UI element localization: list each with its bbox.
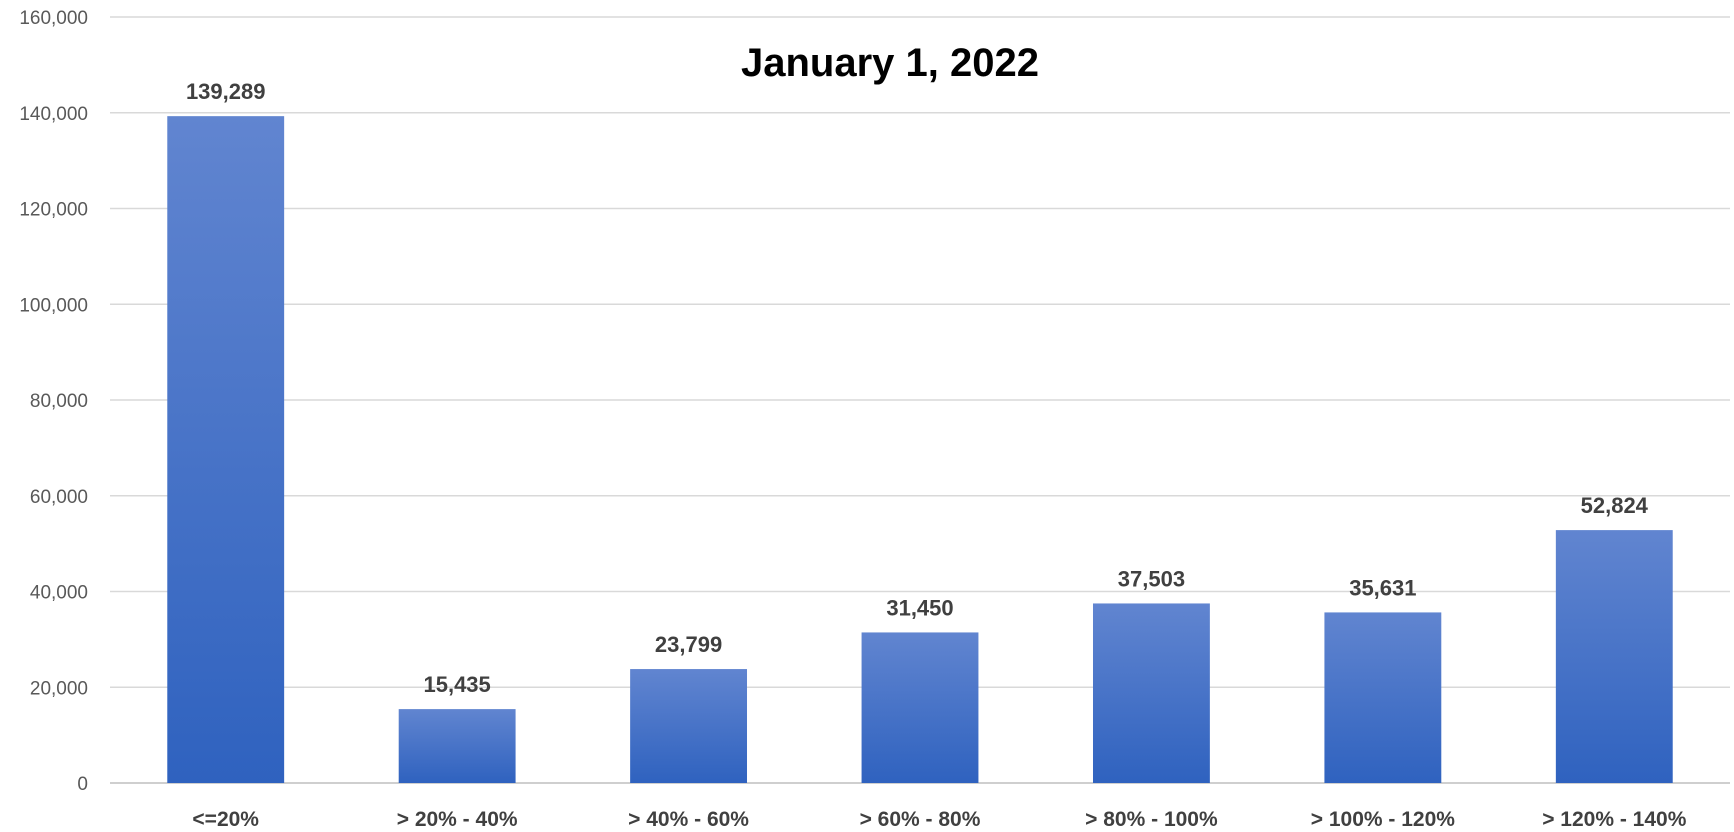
x-category-label: > 20% - 40% (397, 808, 518, 831)
x-category-label: > 60% - 80% (860, 808, 981, 831)
bars (167, 116, 1673, 783)
x-category-label: > 80% - 100% (1085, 808, 1218, 831)
y-tick-label: 80,000 (30, 391, 88, 412)
data-label: 31,450 (886, 595, 953, 620)
gridlines (110, 16, 1730, 784)
x-category-label: <=20% (192, 808, 259, 831)
bar (1092, 603, 1210, 783)
data-label: 23,799 (655, 632, 722, 657)
bar (398, 709, 516, 783)
bar (1324, 612, 1442, 783)
y-tick-label: 120,000 (19, 200, 88, 221)
x-category-label: > 40% - 60% (628, 808, 749, 831)
bar (167, 116, 285, 783)
y-axis-tick-labels: 0 20,000 40,000 60,000 80,000 100,000 120,000 1… (19, 8, 88, 795)
x-category-label: > 120% - 140% (1542, 808, 1687, 831)
data-labels: 139,289 15,435 23,799 31,450 37,503 35,631 52,… (186, 79, 1649, 697)
y-tick-label: 100,000 (19, 295, 88, 316)
y-tick-label: 140,000 (19, 104, 88, 125)
data-label: 37,503 (1118, 566, 1185, 591)
data-label: 139,289 (186, 79, 266, 104)
y-tick-label: 0 (77, 774, 88, 795)
y-tick-label: 60,000 (30, 487, 88, 508)
y-tick-label: 160,000 (19, 8, 88, 29)
chart-title: January 1, 2022 (741, 41, 1039, 85)
y-tick-label: 40,000 (30, 583, 88, 604)
x-axis-category-labels: <=20% > 20% - 40% > 40% - 60% > 60% - 80% > … (192, 808, 1686, 831)
data-label: 15,435 (423, 672, 490, 697)
y-tick-label: 20,000 (30, 678, 88, 699)
bar (861, 632, 979, 783)
data-label: 52,824 (1581, 493, 1649, 518)
x-category-label: > 100% - 120% (1311, 808, 1456, 831)
data-label: 35,631 (1349, 575, 1416, 600)
bar (1555, 530, 1673, 783)
bar (630, 669, 748, 783)
